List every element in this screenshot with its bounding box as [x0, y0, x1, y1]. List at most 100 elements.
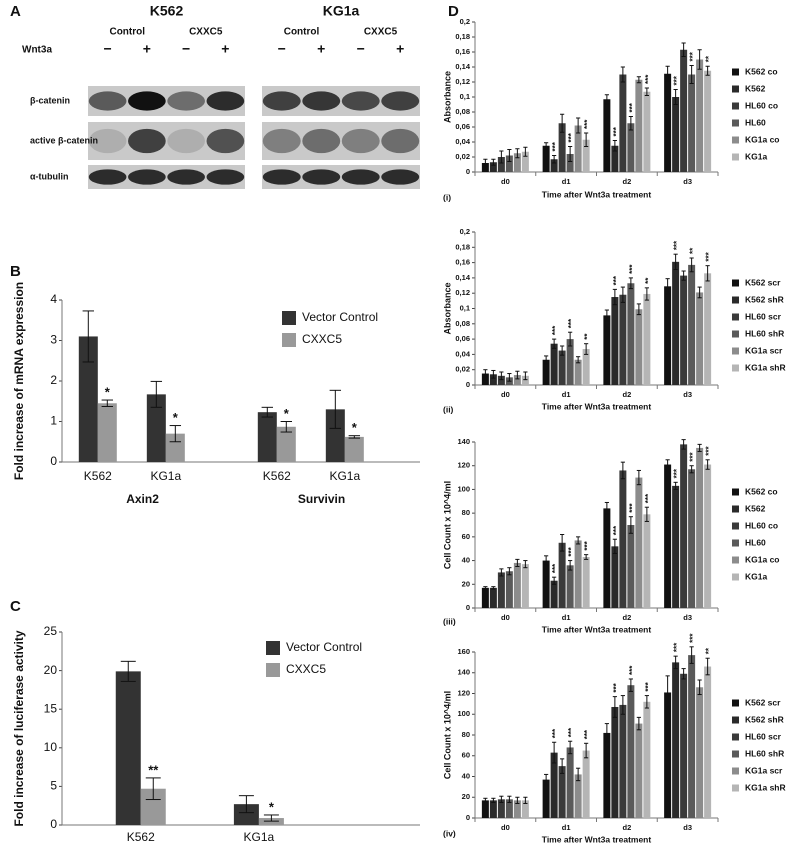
x-tick-label: d1 — [562, 613, 571, 622]
y-tick-label: 160 — [457, 647, 470, 656]
significance: ** — [689, 247, 698, 254]
significance: * — [269, 799, 275, 814]
significance: *** — [673, 642, 682, 652]
y-tick-label: 0,08 — [455, 107, 470, 116]
bar — [521, 564, 529, 608]
bar — [513, 800, 521, 818]
bar — [627, 283, 635, 385]
significance: *** — [689, 633, 698, 643]
y-tick-label: 3 — [50, 333, 57, 347]
legend-swatch — [266, 641, 280, 655]
y-tick-label: 40 — [462, 771, 470, 780]
bar — [696, 292, 704, 385]
significance: *** — [644, 493, 653, 503]
y-tick-label: 80 — [462, 730, 470, 739]
y-tick-label: 20 — [44, 663, 58, 677]
bar — [325, 409, 345, 462]
bar — [574, 774, 582, 818]
y-tick-label: 0,12 — [455, 288, 470, 297]
blot-band — [206, 128, 245, 154]
legend-label: CXXC5 — [302, 332, 342, 346]
lane-sign: − — [357, 41, 365, 57]
significance: *** — [612, 525, 621, 535]
legend-label: KG1a shR — [745, 782, 786, 792]
bar — [611, 546, 619, 608]
x-tick-label: d2 — [622, 613, 631, 622]
legend-label: KG1a scr — [745, 765, 783, 775]
bar — [611, 145, 619, 172]
bar — [489, 374, 497, 385]
y-tick-label: 140 — [457, 437, 470, 446]
blot-band — [262, 169, 301, 185]
bar — [672, 97, 680, 172]
blot-band — [262, 128, 301, 154]
legend-swatch — [732, 505, 739, 513]
y-tick-label: 2 — [50, 373, 57, 387]
bar — [582, 750, 590, 818]
y-tick-label: 0,14 — [455, 62, 470, 71]
y-tick-label: 4 — [50, 292, 57, 306]
bar — [688, 469, 696, 608]
bar — [582, 557, 590, 608]
bar — [558, 350, 566, 385]
bar — [635, 309, 643, 385]
bar — [635, 477, 643, 608]
lane-sign: + — [396, 41, 404, 57]
y-tick-label: 0,16 — [455, 258, 470, 267]
bar — [233, 804, 259, 825]
x-axis-label: Time after Wnt3a treatment — [542, 189, 652, 199]
significance: ** — [644, 277, 653, 284]
blot-band — [302, 169, 341, 185]
significance: *** — [689, 451, 698, 461]
legend-swatch — [732, 136, 739, 144]
y-tick-label: 0,12 — [455, 77, 470, 86]
legend-label: KG1a co — [745, 554, 780, 564]
bar — [513, 562, 521, 608]
bar — [672, 662, 680, 818]
bar — [643, 701, 651, 818]
legend-label: Vector Control — [302, 310, 378, 324]
significance: *** — [567, 727, 576, 737]
significance: *** — [567, 318, 576, 328]
x-tick-label: d1 — [562, 177, 571, 186]
legend-label: K562 scr — [745, 277, 781, 287]
significance: *** — [583, 729, 592, 739]
significance: *** — [673, 75, 682, 85]
y-tick-label: 25 — [44, 624, 58, 638]
bar — [542, 560, 550, 608]
significance: ** — [148, 762, 159, 777]
bar — [643, 91, 651, 172]
y-tick-label: 0 — [466, 380, 470, 389]
bar — [505, 571, 513, 608]
y-tick-label: 40 — [462, 556, 470, 565]
bar — [521, 375, 529, 385]
x-tick-label: K562 — [127, 830, 155, 844]
legend-label: KG1a scr — [745, 345, 783, 355]
legend-swatch — [732, 296, 739, 304]
panel-label: C — [10, 598, 21, 615]
bar — [603, 315, 611, 385]
blot-band — [88, 91, 127, 111]
bar — [704, 666, 712, 818]
bar — [481, 163, 489, 172]
blot-band — [341, 169, 380, 185]
legend-swatch — [732, 68, 739, 76]
blot-band — [381, 91, 420, 111]
significance: *** — [644, 74, 653, 84]
bar — [481, 373, 489, 385]
significance: *** — [644, 681, 653, 691]
bar — [643, 293, 651, 385]
y-tick-label: 0,06 — [455, 122, 470, 131]
bar — [704, 273, 712, 385]
blot-band — [262, 91, 301, 111]
y-tick-label: 0,14 — [455, 273, 470, 282]
legend-label: K562 co — [745, 486, 778, 496]
legend-swatch — [732, 556, 739, 564]
bar — [97, 403, 117, 462]
significance: *** — [612, 126, 621, 136]
y-tick-label: 0 — [50, 454, 57, 468]
significance: * — [173, 410, 179, 425]
bar — [672, 261, 680, 385]
legend-swatch — [732, 330, 739, 338]
bar — [550, 343, 558, 385]
